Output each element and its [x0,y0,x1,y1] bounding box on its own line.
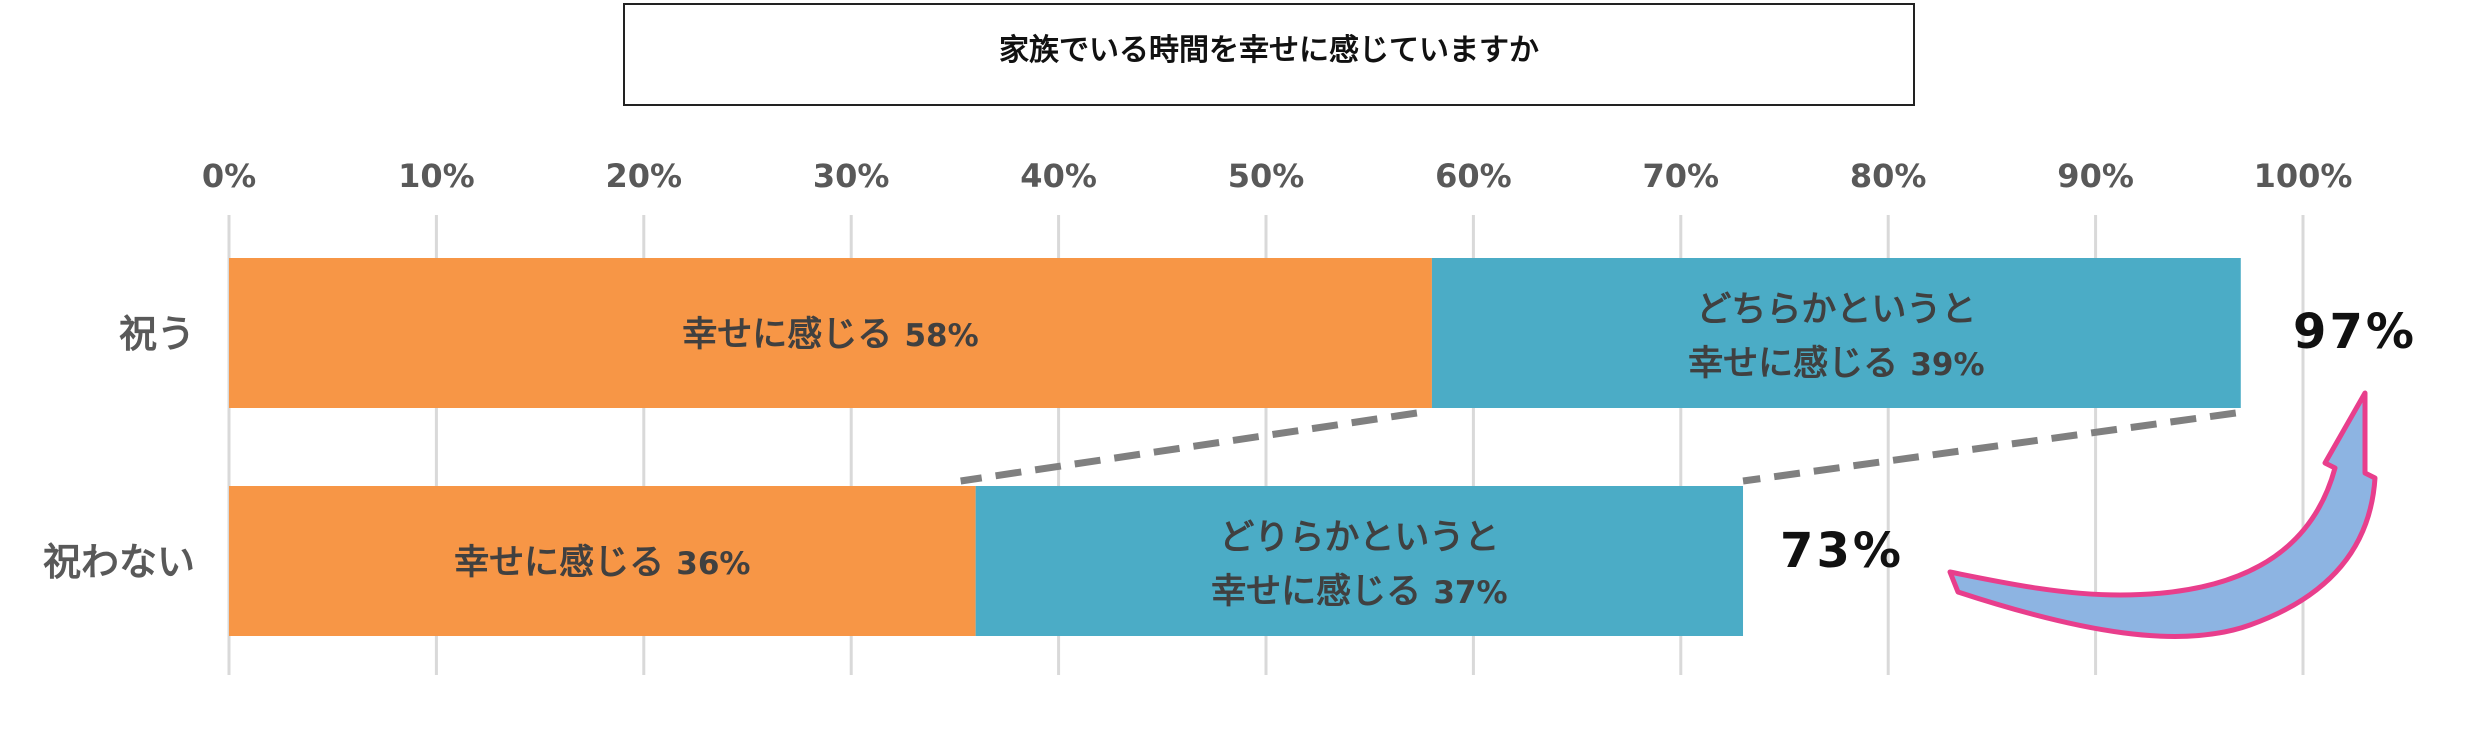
x-tick-label: 10% [398,157,475,195]
category-label: 祝う [119,312,195,356]
segment-labels: 幸せに感じる 58% どちらかというと幸せに感じる 39% 幸せに感じる 36% どり… [454,290,1984,612]
data-label: どちらかというと幸せに感じる 39% [1688,290,1984,384]
connector-line [1742,409,2237,485]
total-labels: 97% 73% [1780,304,2417,579]
title-box [623,3,1915,106]
data-label: 幸せに感じる 36% [454,543,750,583]
data-label: どりらかというと幸せに感じる 37% [1211,518,1507,612]
x-tick-label: 70% [1643,157,1720,195]
x-tick-label: 90% [2057,157,2134,195]
x-tick-label: 30% [813,157,890,195]
bar-segment [229,258,1432,408]
increase-arrow-shape [1947,390,2378,639]
x-tick-label: 80% [1850,157,1927,195]
x-tick-label: 40% [1020,157,1097,195]
connector-lines [960,409,2237,485]
total-label: 97% [2293,304,2417,360]
bar-segment [1431,258,2241,408]
x-tick-label: 60% [1435,157,1512,195]
data-label: 幸せに感じる 58% [682,315,978,355]
total-label: 73% [1780,523,1904,579]
bar-segment [975,486,1744,636]
x-tick-label: 50% [1228,157,1305,195]
category-label: 祝わない [43,540,195,584]
x-tick-label: 20% [606,157,683,195]
x-tick-label: 0% [202,157,256,195]
increase-arrow-icon [1947,390,2378,639]
chart-title: 家族でいる時間を幸せに感じていますか [999,33,1539,68]
x-tick-label: 100% [2254,157,2353,195]
x-axis-ticks: 0% 10% 20% 30% 40% 50% 60% 70% 80% 90% 100% [202,157,2353,195]
connector-line [960,409,1418,485]
bar-segment [229,486,976,636]
bars [229,258,2241,636]
